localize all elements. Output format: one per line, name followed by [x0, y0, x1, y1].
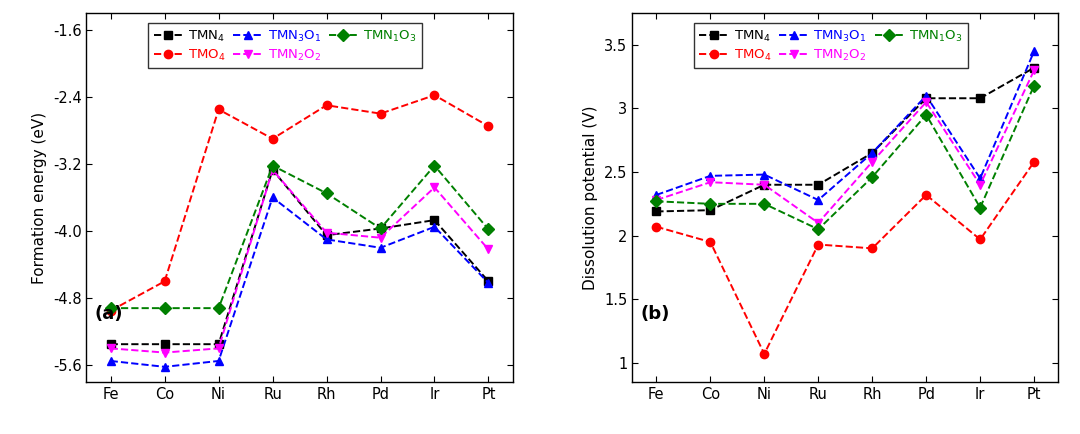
TMO$_4$ [374, 111, 387, 116]
TMN$_1$O$_3$ [650, 199, 663, 204]
TMN$_4$ [758, 182, 771, 187]
TMO$_4$ [650, 224, 663, 229]
TMN$_3$O$_1$ [812, 197, 825, 203]
TMN$_4$ [920, 95, 933, 101]
Line: TMO$_4$: TMO$_4$ [652, 158, 1038, 358]
TMN$_4$ [974, 95, 987, 101]
TMO$_4$ [158, 279, 171, 284]
TMN$_1$O$_3$ [374, 226, 387, 231]
TMN$_4$ [650, 209, 663, 214]
TMO$_4$ [320, 102, 333, 108]
TMN$_3$O$_1$ [920, 93, 933, 99]
TMN$_3$O$_1$ [704, 173, 717, 178]
Line: TMN$_2$O$_2$: TMN$_2$O$_2$ [652, 66, 1038, 227]
TMO$_4$ [758, 352, 771, 357]
TMN$_2$O$_2$ [974, 182, 987, 187]
TMN$_3$O$_1$ [104, 358, 117, 364]
TMO$_4$ [812, 242, 825, 247]
TMN$_1$O$_3$ [320, 191, 333, 196]
TMN$_2$O$_2$ [866, 159, 879, 164]
TMN$_3$O$_1$ [266, 195, 279, 200]
TMN$_3$O$_1$ [974, 176, 987, 181]
TMN$_4$ [266, 167, 279, 172]
Line: TMN$_4$: TMN$_4$ [652, 63, 1038, 216]
Legend: TMN$_4$, TMO$_4$, TMN$_3$O$_1$, TMN$_2$O$_2$, TMN$_1$O$_3$: TMN$_4$, TMO$_4$, TMN$_3$O$_1$, TMN$_2$O… [148, 23, 422, 68]
TMN$_2$O$_2$ [212, 346, 225, 351]
TMN$_2$O$_2$ [812, 220, 825, 226]
TMN$_2$O$_2$ [482, 247, 495, 252]
Text: (b): (b) [640, 305, 670, 323]
TMO$_4$ [1028, 159, 1041, 164]
TMN$_4$ [812, 182, 825, 187]
TMN$_1$O$_3$ [266, 163, 279, 168]
TMN$_4$ [212, 342, 225, 347]
TMN$_3$O$_1$ [374, 245, 387, 250]
TMN$_3$O$_1$ [650, 192, 663, 197]
TMN$_2$O$_2$ [758, 182, 771, 187]
TMN$_2$O$_2$ [1028, 68, 1041, 73]
Line: TMN$_3$O$_1$: TMN$_3$O$_1$ [652, 47, 1038, 204]
Line: TMN$_1$O$_3$: TMN$_1$O$_3$ [107, 161, 492, 312]
TMN$_1$O$_3$ [158, 306, 171, 311]
TMN$_2$O$_2$ [158, 350, 171, 355]
TMN$_2$O$_2$ [374, 235, 387, 240]
Line: TMN$_2$O$_2$: TMN$_2$O$_2$ [107, 166, 492, 357]
Line: TMN$_4$: TMN$_4$ [107, 166, 492, 349]
Line: TMN$_1$O$_3$: TMN$_1$O$_3$ [652, 81, 1038, 233]
Line: TMO$_4$: TMO$_4$ [107, 91, 492, 315]
TMN$_3$O$_1$ [158, 364, 171, 369]
TMO$_4$ [482, 124, 495, 129]
TMN$_1$O$_3$ [920, 112, 933, 117]
TMN$_2$O$_2$ [920, 99, 933, 105]
TMO$_4$ [866, 246, 879, 251]
Y-axis label: Dissolution potential (V): Dissolution potential (V) [583, 105, 598, 290]
TMN$_3$O$_1$ [758, 172, 771, 177]
TMN$_4$ [104, 342, 117, 347]
TMO$_4$ [704, 240, 717, 245]
TMN$_1$O$_3$ [212, 306, 225, 311]
TMN$_2$O$_2$ [320, 230, 333, 235]
TMO$_4$ [212, 107, 225, 112]
TMN$_1$O$_3$ [974, 205, 987, 210]
TMN$_1$O$_3$ [104, 306, 117, 311]
TMN$_3$O$_1$ [482, 280, 495, 286]
TMN$_4$ [374, 226, 387, 231]
TMN$_1$O$_3$ [482, 227, 495, 232]
TMN$_1$O$_3$ [758, 201, 771, 207]
TMN$_4$ [704, 207, 717, 213]
TMN$_4$ [866, 150, 879, 155]
TMN$_1$O$_3$ [866, 174, 879, 180]
TMN$_3$O$_1$ [428, 224, 441, 230]
TMO$_4$ [920, 192, 933, 197]
TMO$_4$ [104, 308, 117, 313]
TMN$_4$ [428, 217, 441, 223]
TMN$_4$ [1028, 65, 1041, 70]
TMN$_2$O$_2$ [104, 346, 117, 351]
TMN$_3$O$_1$ [1028, 49, 1041, 54]
TMN$_2$O$_2$ [704, 180, 717, 185]
TMN$_3$O$_1$ [320, 237, 333, 242]
Y-axis label: Formation energy (eV): Formation energy (eV) [32, 112, 48, 283]
TMN$_1$O$_3$ [1028, 83, 1041, 88]
TMN$_2$O$_2$ [650, 197, 663, 203]
Line: TMN$_3$O$_1$: TMN$_3$O$_1$ [107, 193, 492, 371]
TMN$_2$O$_2$ [266, 167, 279, 172]
TMN$_1$O$_3$ [812, 227, 825, 232]
TMN$_2$O$_2$ [428, 185, 441, 190]
TMO$_4$ [266, 136, 279, 141]
Text: (a): (a) [95, 305, 123, 323]
TMN$_1$O$_3$ [428, 163, 441, 168]
TMN$_4$ [158, 342, 171, 347]
TMN$_3$O$_1$ [212, 358, 225, 364]
TMN$_4$ [482, 279, 495, 284]
Legend: TMN$_4$, TMO$_4$, TMN$_3$O$_1$, TMN$_2$O$_2$, TMN$_1$O$_3$: TMN$_4$, TMO$_4$, TMN$_3$O$_1$, TMN$_2$O… [694, 23, 968, 68]
TMN$_1$O$_3$ [704, 201, 717, 207]
TMN$_3$O$_1$ [866, 150, 879, 155]
TMO$_4$ [428, 92, 441, 98]
TMO$_4$ [974, 237, 987, 242]
TMN$_4$ [320, 233, 333, 238]
